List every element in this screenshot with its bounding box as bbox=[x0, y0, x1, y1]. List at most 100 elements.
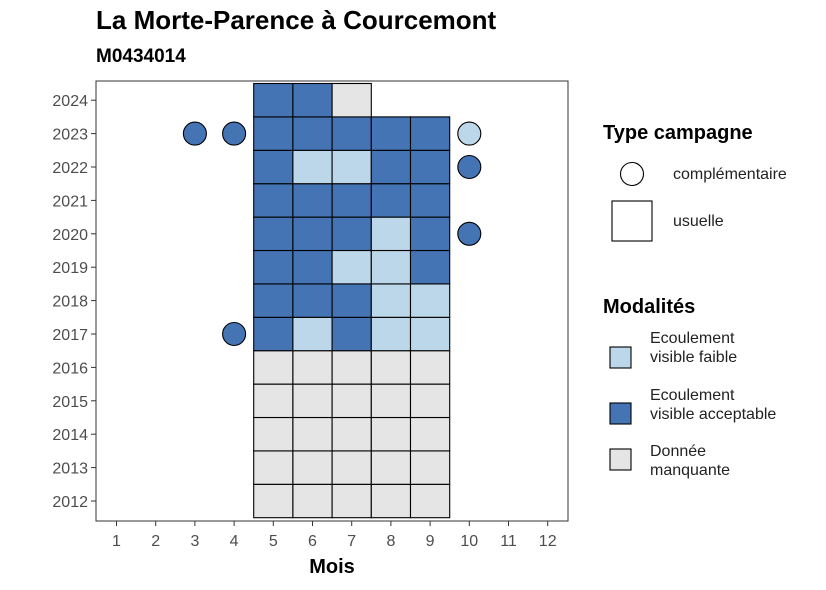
point-2023-10 bbox=[457, 121, 482, 146]
x-tick-label-1: 1 bbox=[112, 533, 121, 550]
tile-2013-7 bbox=[331, 450, 372, 485]
tile-2019-8 bbox=[370, 249, 412, 285]
point-2017-4 bbox=[222, 321, 247, 347]
tile-2014-6 bbox=[292, 416, 333, 452]
legend-campagne-title: Type campagne bbox=[603, 122, 753, 144]
tile-2013-9 bbox=[409, 450, 451, 485]
tile-2013-5 bbox=[253, 450, 294, 485]
y-tick-label-2020: 2020 bbox=[52, 227, 88, 244]
y-tick-label-2017: 2017 bbox=[52, 327, 88, 344]
tile-2018-9 bbox=[409, 283, 451, 318]
tile-2024-5 bbox=[253, 82, 294, 118]
tile-2021-7 bbox=[331, 183, 372, 218]
tile-2019-9 bbox=[409, 249, 451, 285]
tile-2023-8 bbox=[370, 116, 412, 151]
tile-2017-5 bbox=[253, 316, 294, 352]
y-tick-label-2023: 2023 bbox=[52, 127, 88, 144]
tile-2022-8 bbox=[370, 149, 412, 185]
tile-2017-6 bbox=[292, 316, 333, 352]
tile-2014-8 bbox=[370, 416, 412, 452]
legend-label-usuelle: usuelle bbox=[673, 213, 724, 230]
tile-2020-6 bbox=[292, 216, 333, 252]
legend-key-complementaire bbox=[619, 161, 645, 187]
tile-2012-7 bbox=[331, 483, 372, 519]
tile-2015-7 bbox=[331, 383, 372, 419]
y-tick-label-2016: 2016 bbox=[52, 360, 88, 377]
tile-2017-7 bbox=[331, 316, 372, 352]
tile-2015-5 bbox=[253, 383, 294, 419]
x-tick-label-12: 12 bbox=[539, 533, 557, 550]
x-tick-label-4: 4 bbox=[230, 533, 239, 550]
tile-2018-5 bbox=[253, 283, 294, 318]
point-2022-10 bbox=[457, 154, 482, 180]
tile-2016-5 bbox=[253, 350, 294, 385]
x-tick-label-7: 7 bbox=[347, 533, 356, 550]
tile-2019-5 bbox=[253, 249, 294, 285]
tile-2014-5 bbox=[253, 416, 294, 452]
tile-2016-6 bbox=[292, 350, 333, 385]
x-tick-label-2: 2 bbox=[151, 533, 160, 550]
tile-2022-6 bbox=[292, 149, 333, 185]
tile-2024-7 bbox=[331, 82, 372, 118]
tile-2020-9 bbox=[409, 216, 451, 252]
legend-label-complementaire: complémentaire bbox=[673, 166, 787, 183]
legend-label-acceptable: Ecoulement visible acceptable bbox=[650, 387, 777, 423]
y-tick-label-2015: 2015 bbox=[52, 394, 88, 411]
tile-2014-7 bbox=[331, 416, 372, 452]
tile-2020-8 bbox=[370, 216, 412, 252]
legend-key-acceptable bbox=[609, 402, 632, 425]
tile-2023-5 bbox=[253, 116, 294, 151]
y-tick-label-2022: 2022 bbox=[52, 160, 88, 177]
legend-key-usuelle bbox=[611, 200, 653, 242]
tile-2019-7 bbox=[331, 249, 372, 285]
tile-2016-9 bbox=[409, 350, 451, 385]
tile-2015-9 bbox=[409, 383, 451, 419]
y-tick-label-2019: 2019 bbox=[52, 260, 88, 277]
tile-2020-5 bbox=[253, 216, 294, 252]
tile-2012-8 bbox=[370, 483, 412, 519]
legend-label-manquante: Donnée manquante bbox=[650, 443, 731, 479]
x-tick-label-6: 6 bbox=[308, 533, 317, 550]
tile-2024-6 bbox=[292, 82, 333, 118]
tile-2021-9 bbox=[409, 183, 451, 218]
tile-2017-9 bbox=[409, 316, 451, 352]
tile-2022-7 bbox=[331, 149, 372, 185]
tile-2020-7 bbox=[331, 216, 372, 252]
legend-key-manquante bbox=[609, 448, 632, 471]
tile-2014-9 bbox=[409, 416, 451, 452]
y-tick-label-2024: 2024 bbox=[52, 93, 88, 110]
x-tick-label-10: 10 bbox=[460, 533, 478, 550]
tile-2012-6 bbox=[292, 483, 333, 519]
x-tick-label-5: 5 bbox=[269, 533, 278, 550]
tile-2015-6 bbox=[292, 383, 333, 419]
y-tick-label-2018: 2018 bbox=[52, 294, 88, 311]
y-tick-label-2012: 2012 bbox=[52, 494, 88, 511]
y-tick-label-2013: 2013 bbox=[52, 461, 88, 478]
tile-2022-5 bbox=[253, 149, 294, 185]
tile-2019-6 bbox=[292, 249, 333, 285]
tile-2015-8 bbox=[370, 383, 412, 419]
tile-2018-6 bbox=[292, 283, 333, 318]
point-2023-4 bbox=[222, 121, 247, 146]
tile-2013-6 bbox=[292, 450, 333, 485]
x-tick-label-3: 3 bbox=[190, 533, 199, 550]
chart-title: La Morte-Parence à Courcemont bbox=[96, 5, 497, 35]
point-2023-3 bbox=[182, 121, 207, 146]
tile-2022-9 bbox=[409, 149, 451, 185]
tile-2023-6 bbox=[292, 116, 333, 151]
point-2020-10 bbox=[457, 221, 482, 246]
y-tick-label-2014: 2014 bbox=[52, 427, 88, 444]
tile-2016-8 bbox=[370, 350, 412, 385]
tile-2013-8 bbox=[370, 450, 412, 485]
legend-modalites-title: Modalités bbox=[603, 296, 696, 318]
tile-2021-5 bbox=[253, 183, 294, 218]
tile-2012-5 bbox=[253, 483, 294, 519]
tile-2021-8 bbox=[370, 183, 412, 218]
x-tick-label-9: 9 bbox=[426, 533, 435, 550]
x-tick-label-11: 11 bbox=[500, 533, 517, 550]
tile-2018-7 bbox=[331, 283, 372, 318]
chart-subtitle: M0434014 bbox=[96, 46, 186, 67]
tile-2021-6 bbox=[292, 183, 333, 218]
tile-2016-7 bbox=[331, 350, 372, 385]
